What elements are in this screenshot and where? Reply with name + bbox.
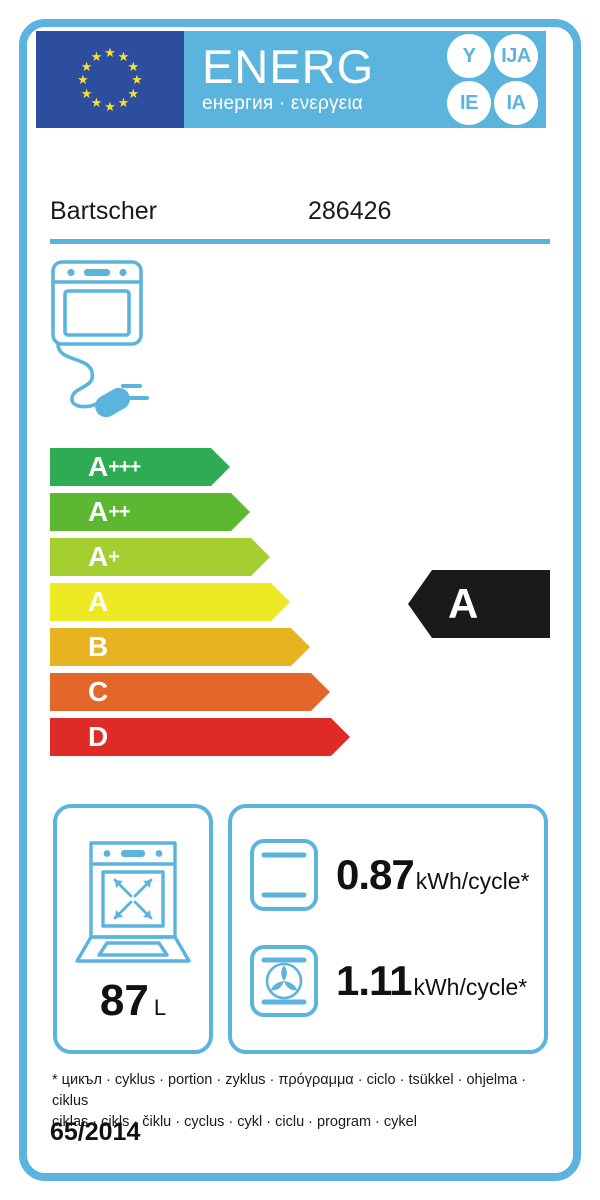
eu-star-icon: ★ [90, 95, 103, 111]
class-arrow-d: D [50, 718, 350, 756]
class-row-a+: A + [50, 538, 350, 576]
conventional-readout: 0.87 kWh/cycle* [336, 851, 530, 899]
class-letter: C [88, 676, 109, 707]
energ-text-group: ENERG енергия · ενεργεια [202, 43, 447, 116]
rating-class-letter: A [448, 580, 479, 627]
cavity-volume-unit: L [153, 995, 167, 1020]
conventional-heating-icon [248, 837, 320, 913]
language-circle-y: Y [447, 34, 491, 78]
class-arrow-a++: A ++ [50, 493, 250, 531]
footnote: * цикъл · cyklus · portion · zyklus · πρ… [52, 1070, 552, 1133]
eu-star-icon: ★ [127, 58, 140, 74]
class-row-d: D [50, 718, 350, 756]
class-row-a++: A ++ [50, 493, 350, 531]
eu-star-icon: ★ [131, 72, 143, 87]
class-arrow-a+++: A +++ [50, 448, 230, 486]
class-plus-marks: +++ [108, 455, 141, 478]
energ-subtitle: енергия · ενεργεια [202, 93, 363, 114]
energ-title: ENERG [202, 40, 375, 93]
class-letter: A [88, 586, 109, 617]
class-arrow-c: C [50, 673, 330, 711]
fan-forced-unit: kWh/cycle* [413, 974, 528, 1000]
eu-star-icon: ★ [117, 48, 130, 64]
class-arrow-b: B [50, 628, 310, 666]
eu-star-icon: ★ [117, 95, 130, 111]
footnote-line-1: * цикъл · cyklus · portion · zyklus · πρ… [52, 1072, 527, 1109]
language-circle-ia: IA [494, 81, 538, 125]
class-arrow-a: A [50, 583, 290, 621]
cavity-volume-value: 87 [99, 976, 149, 1025]
class-plus-marks: ++ [108, 500, 130, 523]
eu-star-icon: ★ [104, 99, 116, 114]
class-plus-marks: + [108, 545, 119, 568]
class-letter: A [88, 541, 109, 572]
eu-star-icon: ★ [104, 45, 116, 60]
eu-star-icon: ★ [90, 48, 103, 64]
rating-arrow: A [408, 570, 550, 638]
fan-forced-value: 1.11 [336, 957, 412, 1004]
class-letter: D [88, 721, 109, 752]
eu-star-icon: ★ [80, 58, 93, 74]
class-letter: B [88, 631, 109, 662]
fan-forced-mode-row: 1.11 kWh/cycle* [248, 936, 538, 1026]
eu-star-icon: ★ [77, 72, 89, 87]
class-row-c: C [50, 673, 350, 711]
footnote-line-2: ciklas · cikls · čiklu · cyclus · cykl ·… [52, 1114, 417, 1130]
cavity-volume-box: 87 L [53, 804, 213, 1054]
energy-consumption-box: 0.87 kWh/cycle* 1.11 [228, 804, 548, 1054]
class-letter: A [88, 451, 109, 482]
oven-with-power-cord-icon [48, 258, 168, 418]
language-circle-ie: IE [447, 81, 491, 125]
conventional-value: 0.87 [336, 851, 415, 898]
cavity-volume-readout: 87 L [57, 976, 209, 1026]
fan-forced-heating-icon [248, 943, 320, 1019]
language-suffix-circles: Y IJA IE IA [447, 34, 546, 125]
conventional-mode-row: 0.87 kWh/cycle* [248, 830, 538, 920]
language-circle-ija: IJA [494, 34, 538, 78]
class-row-a: A [50, 583, 350, 621]
energy-class-scale: A +++ A ++ A + A B C D [50, 448, 350, 758]
eu-star-icon: ★ [80, 85, 93, 101]
energ-banner: ENERG енергия · ενεργεια Y IJA IE IA [184, 31, 546, 128]
eu-star-icon: ★ [127, 85, 140, 101]
class-arrow-a+: A + [50, 538, 270, 576]
oven-cavity-volume-icon [75, 840, 191, 964]
fan-forced-readout: 1.11 kWh/cycle* [336, 957, 527, 1005]
brand-name: Bartscher [50, 197, 157, 225]
eu-flag-icon: ★ ★ ★ ★ ★ ★ ★ ★ ★ ★ ★ ★ [36, 31, 184, 128]
conventional-unit: kWh/cycle* [415, 868, 530, 894]
class-row-b: B [50, 628, 350, 666]
model-number: 286426 [308, 197, 392, 225]
brand-model-row: Bartscher 286426 [50, 197, 550, 237]
class-row-a+++: A +++ [50, 448, 350, 486]
regulation-number: 65/2014 [50, 1118, 141, 1146]
header-divider [50, 239, 550, 244]
class-letter: A [88, 496, 109, 527]
